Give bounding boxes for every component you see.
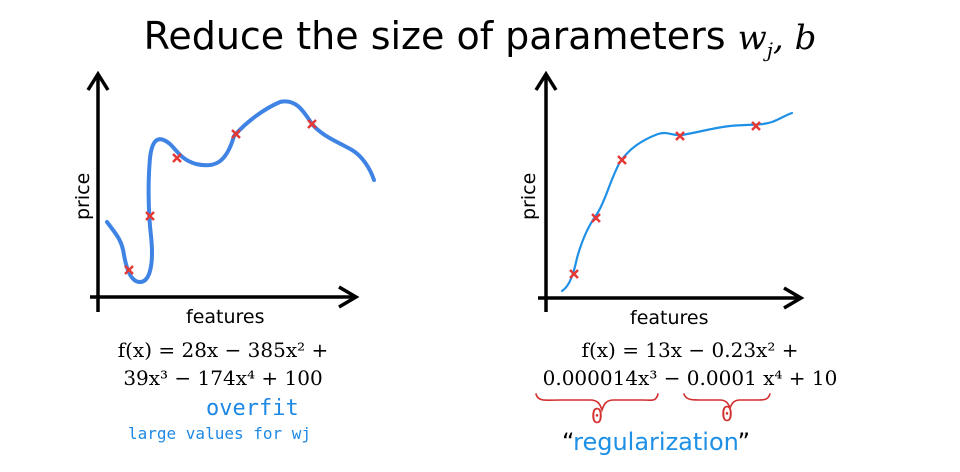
title-sub: j — [766, 37, 773, 62]
zero-annotation-quartic: 0 — [721, 402, 734, 426]
regularization-caption: “regularization” — [562, 428, 750, 456]
title-math: wj, b — [737, 18, 817, 62]
underbraces — [535, 393, 771, 413]
left-equation-line-1: f(x) = 28x − 385x² + — [117, 338, 329, 362]
right-marker-2 — [591, 213, 601, 223]
left-overfit-curve — [105, 99, 376, 284]
title-var: w — [737, 18, 767, 58]
left-markers — [124, 119, 317, 275]
right-smooth-curve — [560, 111, 794, 293]
right-markers — [569, 121, 761, 279]
left-xlabel: features — [186, 306, 265, 328]
right-marker-4 — [675, 131, 685, 141]
large-values-note: large values for wj — [128, 424, 312, 443]
left-marker-1 — [124, 265, 134, 275]
left-equation-line-2: 39x³ − 174x⁴ + 100 — [123, 366, 323, 390]
left-marker-2 — [145, 211, 155, 221]
left-marker-5 — [307, 119, 317, 129]
underbrace-quartic — [683, 393, 771, 411]
right-x-arrowhead — [783, 286, 805, 310]
right-marker-5 — [751, 121, 761, 131]
zero-annotation-cubic: 0 — [591, 404, 604, 428]
left-y-arrowhead — [86, 70, 110, 91]
right-equation-line-2: 0.000014x³ − 0.0001 x⁴ + 10 — [542, 366, 838, 390]
caption-open-quote: “ — [562, 428, 574, 456]
overfit-note: overfit — [206, 396, 299, 421]
title-text: Reduce the size of parameters — [143, 14, 726, 58]
caption-close-quote: ” — [737, 428, 750, 456]
left-x-arrowhead — [338, 285, 360, 309]
right-marker-1 — [569, 269, 579, 279]
underbrace-cubic — [535, 393, 659, 413]
page-title: Reduce the size of parameters wj, b — [0, 14, 960, 62]
right-y-arrowhead — [534, 70, 558, 91]
right-axes — [534, 70, 805, 312]
right-marker-3 — [617, 155, 627, 165]
left-marker-3 — [172, 153, 182, 163]
title-tail: , b — [772, 18, 817, 58]
left-marker-4 — [231, 129, 241, 139]
caption-text: regularization — [573, 428, 738, 456]
right-equation-line-1: f(x) = 13x − 0.23x² + — [581, 338, 799, 362]
left-ylabel: price — [72, 172, 94, 220]
right-xlabel: features — [630, 307, 709, 329]
left-axes — [86, 70, 360, 312]
right-ylabel: price — [518, 172, 540, 220]
